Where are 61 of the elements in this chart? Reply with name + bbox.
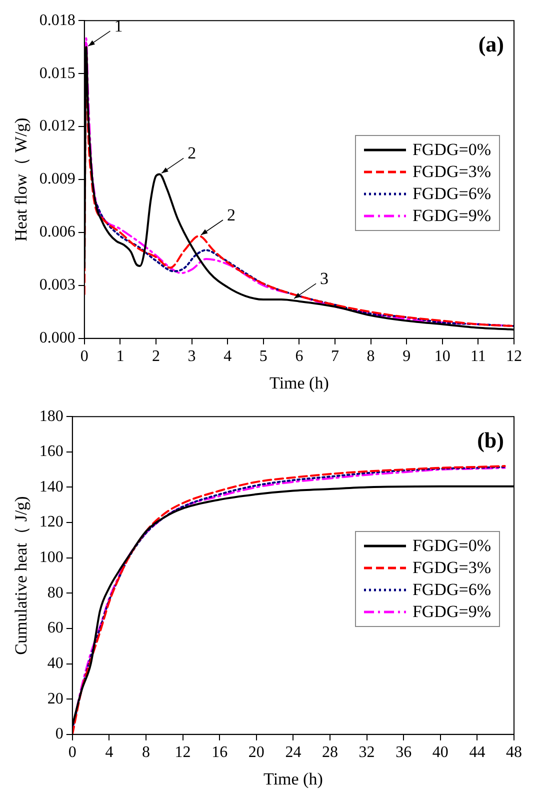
annotation: (b) (477, 427, 504, 452)
y-tick-label: 80 (47, 584, 64, 602)
annotation: 3 (320, 269, 329, 288)
x-axis-title: Time (h) (264, 769, 323, 788)
x-tick-label: 5 (259, 348, 268, 366)
x-tick-label: 36 (396, 744, 412, 762)
x-tick-label: 2 (152, 348, 160, 366)
x-tick-label: 8 (142, 744, 150, 762)
x-tick-label: 7 (331, 348, 339, 366)
annotation: 1 (114, 16, 123, 36)
annotation: (a) (478, 31, 504, 56)
line-series (94, 200, 514, 328)
legend-label: FGDG=6% (412, 580, 491, 600)
x-tick-label: 32 (358, 744, 375, 762)
y-tick-label: 0.000 (39, 330, 76, 347)
legend-label: FGDG=6% (412, 184, 491, 204)
annotation: 2 (226, 205, 236, 224)
x-tick-label: 24 (285, 744, 302, 762)
x-tick-label: 4 (105, 744, 114, 762)
y-tick-label: 100 (39, 549, 64, 566)
x-tick-label: 40 (432, 744, 448, 762)
y-tick-label: 0.012 (39, 118, 76, 135)
y-tick-label: 0.009 (39, 170, 76, 188)
legend-label: FGDG=3% (412, 162, 491, 182)
y-tick-label: 0 (55, 726, 64, 743)
x-tick-label: 44 (469, 744, 486, 762)
x-tick-label: 8 (366, 348, 375, 366)
x-tick-label: 4 (224, 348, 232, 366)
annotation: 2 (188, 144, 196, 163)
y-axis-title: Cumulative heat（ J/g) (12, 496, 31, 655)
legend-label: FGDG=9% (412, 206, 491, 226)
x-tick-label: 0 (80, 348, 88, 366)
y-tick-label: 0.003 (39, 276, 76, 294)
y-tick-label: 120 (39, 514, 64, 531)
y-tick-label: 0.006 (39, 224, 76, 241)
legend-label: FGDG=3% (412, 558, 491, 578)
x-tick-label: 20 (248, 744, 264, 762)
legend-label: FGDG=9% (412, 602, 491, 622)
y-tick-label: 20 (47, 690, 64, 708)
x-tick-label: 12 (506, 348, 522, 366)
x-tick-label: 3 (188, 348, 196, 366)
y-tick-label: 0.015 (39, 64, 76, 82)
x-tick-label: 10 (434, 348, 450, 366)
x-tick-label: 16 (212, 744, 228, 762)
x-tick-label: 11 (470, 348, 486, 366)
y-tick-label: 40 (47, 654, 64, 672)
x-axis-title: Time (h) (270, 373, 329, 392)
x-tick-label: 6 (295, 348, 304, 366)
legend-label: FGDG=0% (412, 140, 491, 160)
y-tick-label: 180 (39, 408, 64, 425)
y-tick-label: 140 (39, 478, 64, 496)
x-tick-label: 1 (116, 348, 124, 366)
x-tick-label: 9 (402, 348, 411, 366)
x-tick-label: 28 (322, 744, 338, 762)
y-axis-title: Heat flow（ W/g) (12, 118, 31, 242)
x-tick-label: 12 (174, 744, 191, 762)
legend-label: FGDG=0% (412, 536, 491, 556)
y-tick-label: 60 (47, 620, 64, 637)
y-tick-label: 160 (39, 443, 64, 460)
y-tick-label: 0.018 (39, 12, 76, 29)
x-tick-label: 48 (506, 744, 522, 762)
